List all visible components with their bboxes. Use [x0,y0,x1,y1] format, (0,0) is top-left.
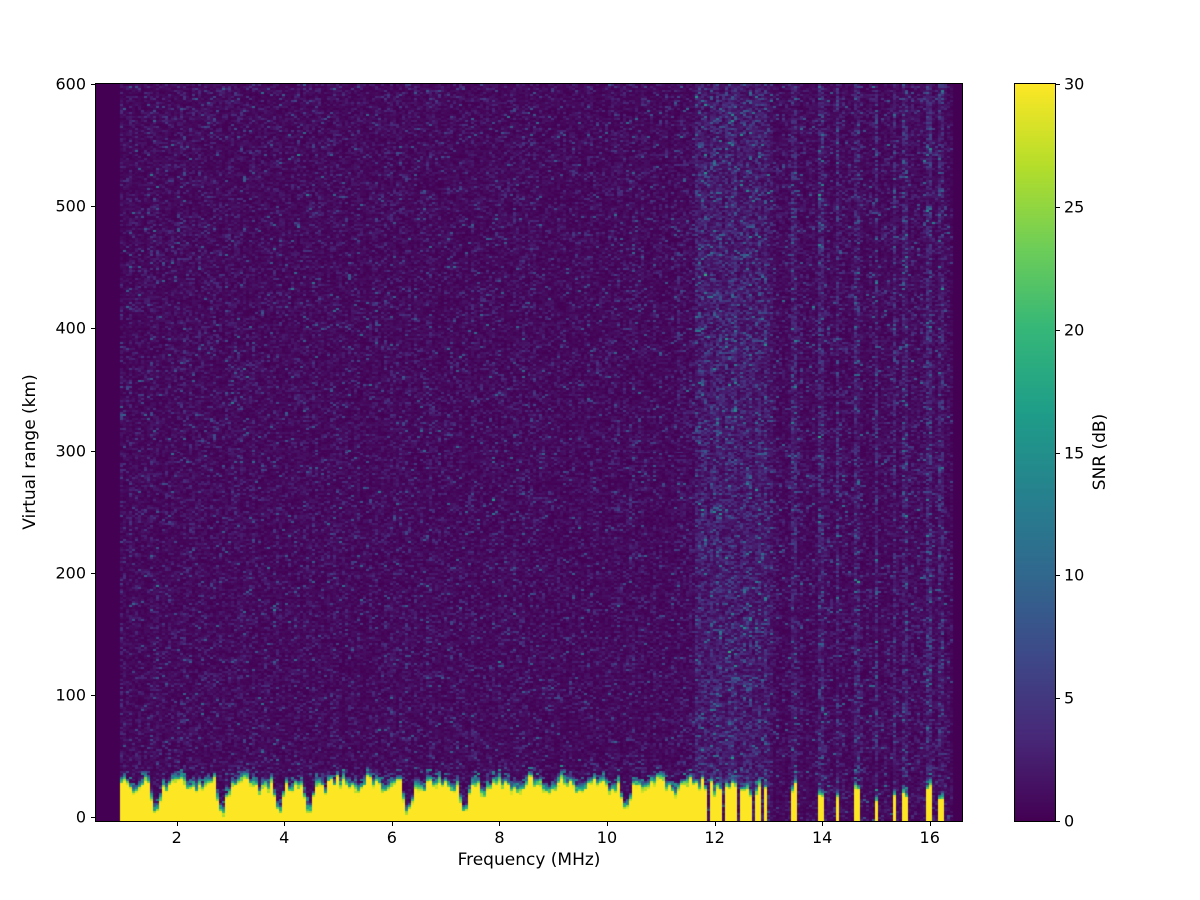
x-tick-label: 4 [279,828,290,847]
x-tick-label: 16 [919,828,940,847]
y-tick-mark [91,572,95,574]
x-axis-label: Frequency (MHz) [457,850,601,870]
y-tick-mark [91,450,95,452]
y-tick-mark [91,206,95,208]
y-tick-mark [91,84,95,85]
y-tick-label: 500 [55,196,86,216]
x-tick-mark [499,822,501,826]
x-tick-label: 14 [811,828,833,847]
y-tick-mark [91,817,95,819]
x-tick-mark [176,822,178,826]
x-tick-mark [606,822,608,826]
y-tick-label: 600 [55,74,86,94]
colorbar-tick-mark [1056,698,1060,700]
x-tick-label: 2 [171,828,182,847]
y-tick-label: 300 [55,441,86,461]
x-tick-mark [391,822,393,826]
x-tick-label: 12 [704,828,725,847]
y-tick-mark [91,695,95,697]
colorbar-tick-mark [1056,575,1060,577]
x-tick-label: 6 [386,828,397,847]
colorbar-tick-label: 5 [1064,688,1075,708]
x-tick-mark [822,822,824,826]
heatmap-canvas [96,84,962,821]
colorbar-tick-mark [1056,206,1060,208]
colorbar-tick-label: 20 [1064,320,1085,340]
y-tick-label: 200 [55,563,86,583]
colorbar [1014,83,1056,822]
colorbar-tick-label: 10 [1064,565,1085,585]
y-tick-label: 0 [75,807,86,827]
y-tick-mark [91,328,95,330]
x-tick-mark [284,822,286,826]
x-tick-label: 10 [596,828,618,847]
colorbar-tick-mark [1056,84,1060,85]
x-tick-label: 8 [494,828,505,847]
colorbar-label: SNR (dB) [1090,413,1110,491]
colorbar-tick-label: 30 [1064,74,1085,94]
colorbar-tick-label: 15 [1064,443,1085,462]
plot-area [95,83,963,822]
y-tick-label: 400 [55,318,86,338]
colorbar-tick-label: 0 [1064,811,1075,831]
colorbar-tick-mark [1056,329,1060,331]
x-tick-mark [714,822,716,826]
colorbar-canvas [1015,84,1055,821]
colorbar-tick-mark [1056,821,1060,822]
y-axis-label: Virtual range (km) [20,374,40,530]
colorbar-tick-mark [1056,452,1060,454]
colorbar-tick-label: 25 [1064,197,1085,217]
x-tick-mark [929,822,931,826]
y-tick-label: 100 [55,685,86,705]
